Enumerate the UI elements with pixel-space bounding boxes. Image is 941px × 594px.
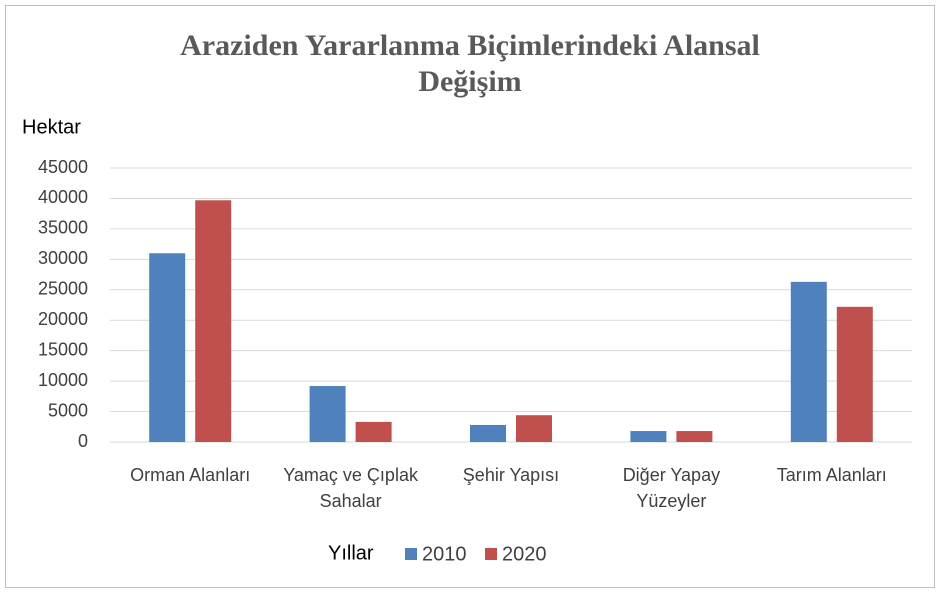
bar bbox=[355, 421, 392, 442]
bar bbox=[790, 281, 827, 442]
y-tick-label: 10000 bbox=[38, 370, 88, 390]
legend-swatch bbox=[485, 548, 497, 560]
x-tick-label: Diğer Yapay Yüzeyler bbox=[622, 465, 721, 511]
x-tick-label: Şehir Yapısı bbox=[462, 465, 560, 485]
bar bbox=[195, 200, 232, 442]
legend-label: 2020 bbox=[502, 543, 547, 565]
y-tick-label: 30000 bbox=[38, 248, 88, 268]
chart-title: Değişim bbox=[418, 65, 521, 98]
bar bbox=[309, 385, 346, 442]
y-tick-label: 0 bbox=[78, 431, 88, 451]
chart-frame bbox=[5, 5, 935, 588]
bar bbox=[516, 415, 552, 442]
x-tick-label: Tarım Alanları bbox=[776, 465, 887, 485]
legend-title: Yıllar bbox=[328, 542, 374, 564]
legend-label: 2010 bbox=[422, 543, 467, 565]
x-tick-label: Yamaç ve Çıplak Sahalar bbox=[283, 465, 418, 511]
bar bbox=[630, 431, 667, 442]
y-axis-label: Hektar bbox=[22, 116, 81, 138]
y-tick-label: 20000 bbox=[38, 309, 88, 329]
bar bbox=[836, 306, 873, 442]
legend-swatch bbox=[405, 548, 417, 560]
chart-title: Araziden Yararlanma Biçimlerindeki Alans… bbox=[180, 29, 760, 62]
y-tick-label: 15000 bbox=[38, 339, 88, 359]
bar bbox=[149, 253, 186, 442]
y-tick-label: 35000 bbox=[38, 218, 88, 238]
x-tick-label: Orman Alanları bbox=[130, 465, 251, 485]
bar bbox=[470, 424, 506, 442]
y-tick-label: 45000 bbox=[38, 157, 88, 177]
y-tick-label: 40000 bbox=[38, 187, 88, 207]
y-tick-label: 5000 bbox=[48, 400, 88, 420]
bar bbox=[676, 431, 713, 442]
y-tick-label: 25000 bbox=[38, 279, 88, 299]
